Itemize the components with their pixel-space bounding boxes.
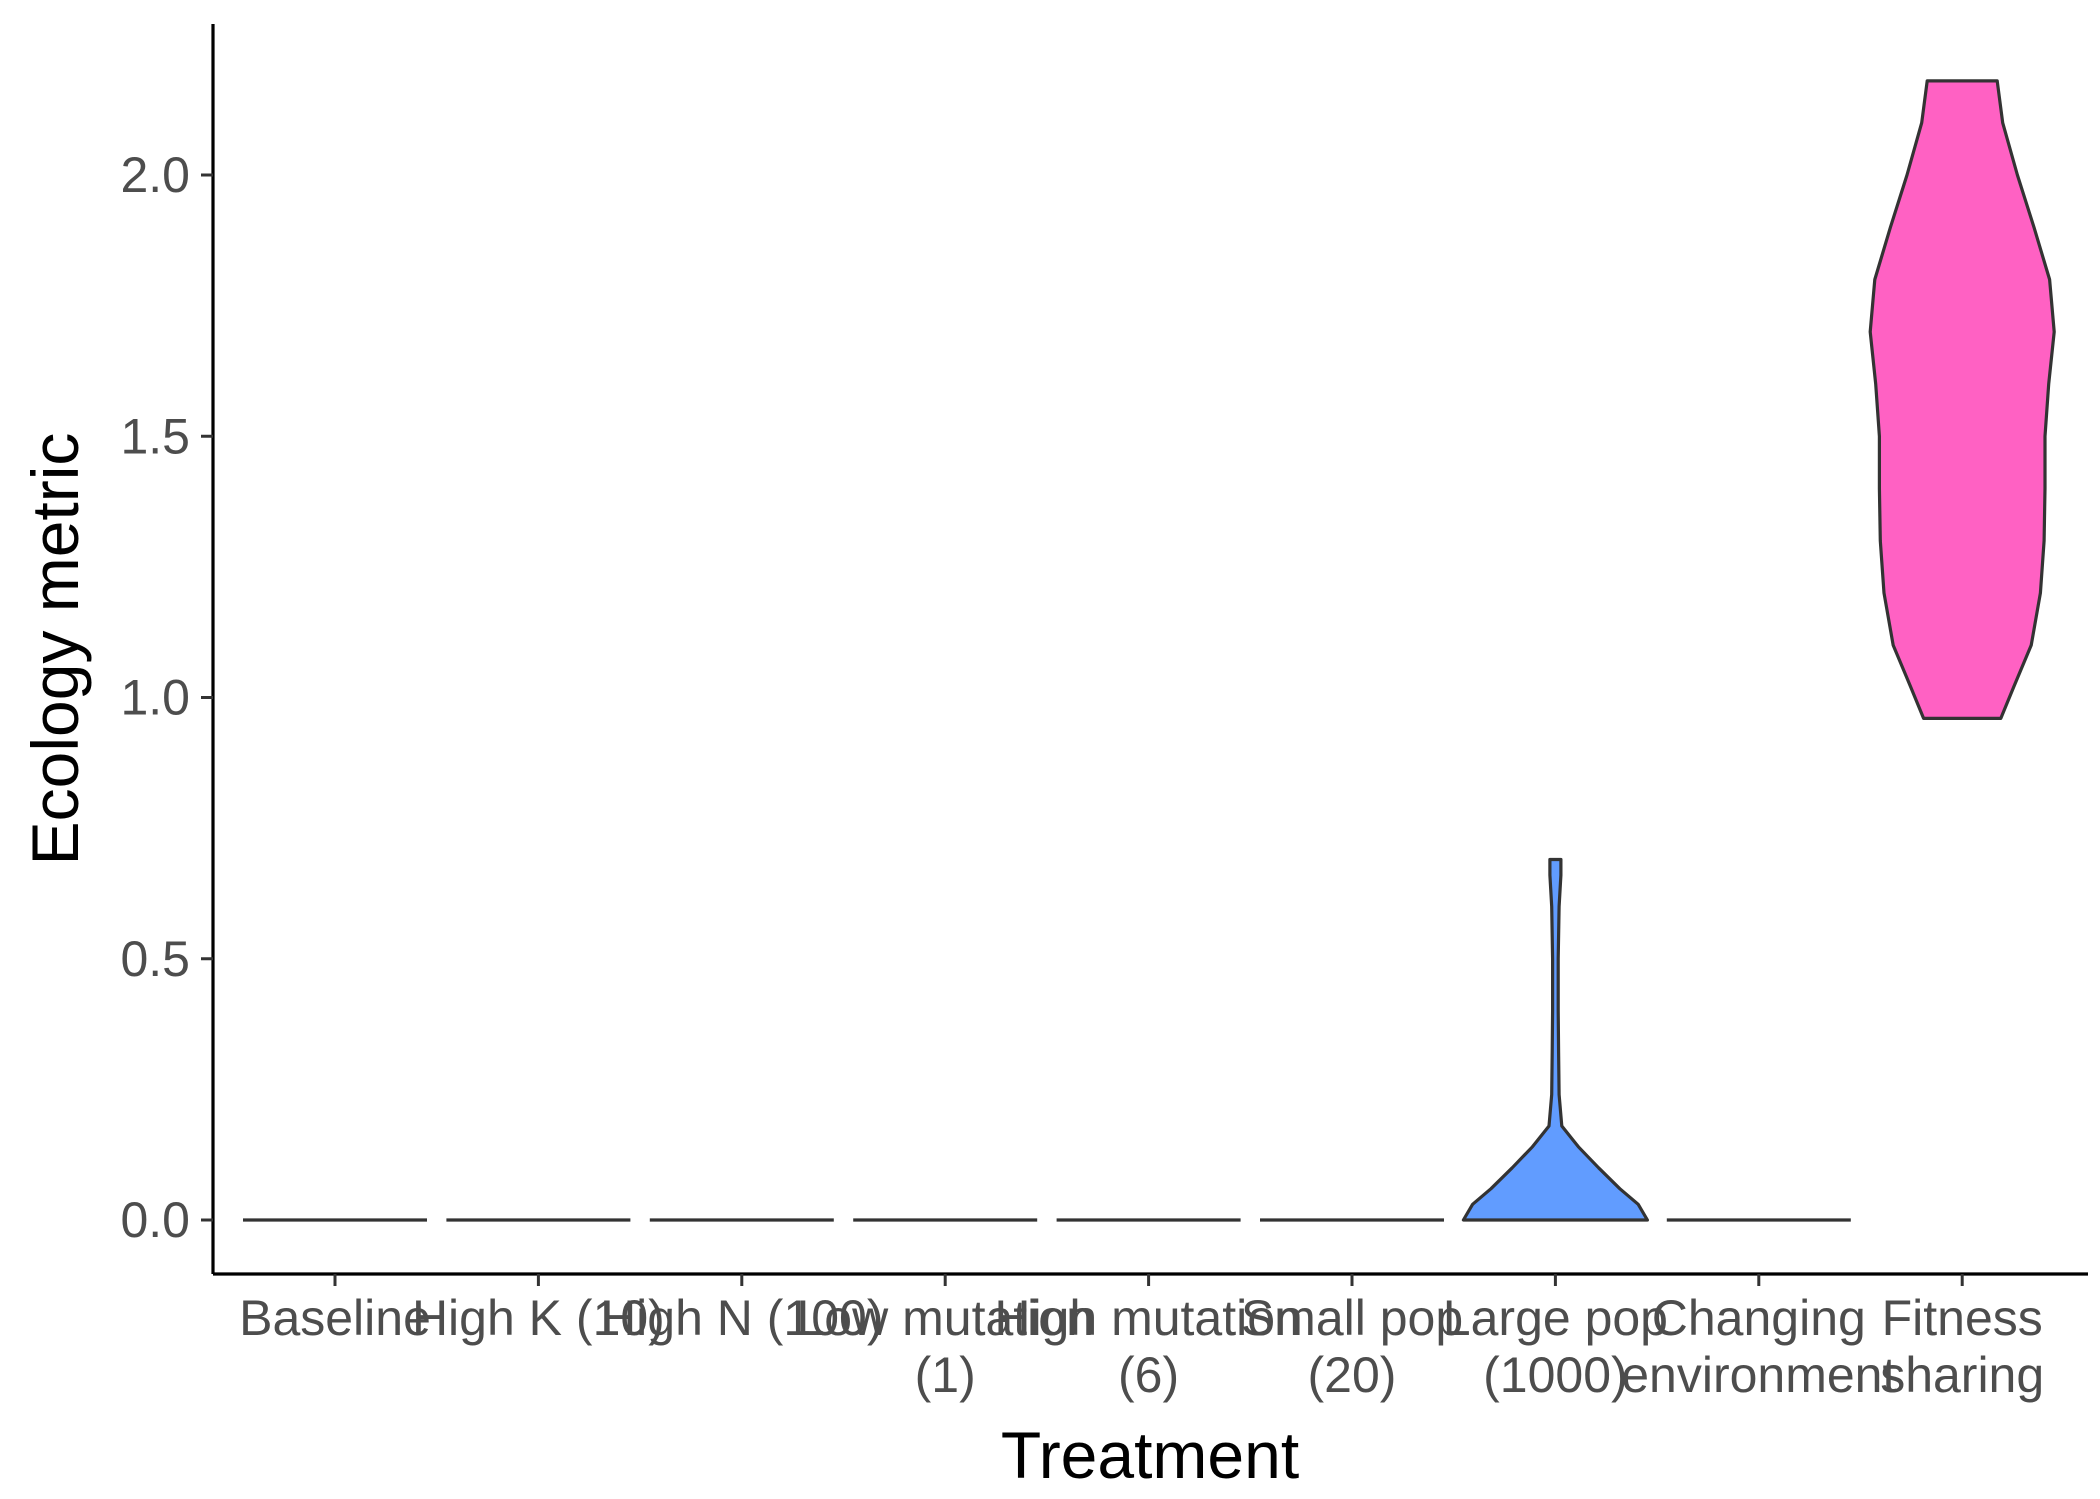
y-tick-label: 1.0 [120, 670, 190, 726]
y-axis-ticks: 0.0 0.5 1.0 1.5 2.0 [120, 147, 213, 1248]
x-tick-label: Fitness sharing [1880, 1290, 2044, 1403]
violin [1461, 857, 1649, 1222]
x-tick-label: High K (10) [412, 1290, 665, 1346]
x-tick-label: Low mutation (1) [797, 1290, 1094, 1403]
y-tick-label: 0.5 [120, 931, 190, 987]
y-tick-label: 0.0 [120, 1192, 190, 1248]
x-tick-label: Baseline [239, 1290, 431, 1346]
y-tick-label: 2.0 [120, 147, 190, 203]
y-axis-title: Ecology metric [18, 433, 92, 866]
x-tick-label: High mutation (6) [994, 1290, 1303, 1403]
y-tick-label: 1.5 [120, 408, 190, 464]
violin-layer [243, 79, 2056, 1222]
x-tick-label: High N (100) [600, 1290, 883, 1346]
violin [1868, 79, 2056, 720]
x-axis-title: Treatment [1001, 1418, 1299, 1492]
x-tick-label: Small pop (20) [1241, 1290, 1463, 1403]
x-tick-label: Changing environment [1621, 1290, 1896, 1403]
x-tick-label: Large pop (1000) [1443, 1290, 1668, 1403]
